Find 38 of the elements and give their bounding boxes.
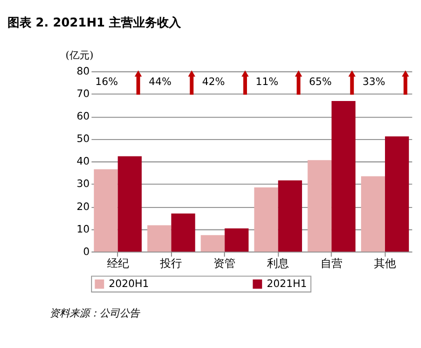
annotation: 16% bbox=[95, 76, 118, 88]
y-tick-label: 40 bbox=[76, 156, 90, 168]
y-tick-label: 10 bbox=[76, 224, 90, 236]
bar bbox=[94, 169, 118, 252]
y-tick-label: 0 bbox=[83, 246, 90, 258]
x-tick-label: 其他 bbox=[374, 256, 396, 270]
annotation: 33% bbox=[362, 76, 386, 88]
x-tick-label: 资管 bbox=[214, 256, 236, 270]
y-tick-label: 20 bbox=[76, 202, 90, 213]
annotation: 42% bbox=[202, 76, 226, 88]
bar bbox=[118, 156, 142, 252]
x-tick-label: 自营 bbox=[320, 256, 343, 270]
y-tick-label: 80 bbox=[76, 66, 90, 78]
y-tick-label: 70 bbox=[76, 89, 90, 100]
y-axis-title: (亿元) bbox=[66, 50, 94, 62]
legend-label: 2020H1 bbox=[108, 278, 149, 290]
bar bbox=[308, 160, 332, 252]
chart-title: 图表 2. 2021H1 主营业务收入 bbox=[7, 16, 182, 30]
bar bbox=[361, 176, 385, 252]
y-tick-label: 50 bbox=[76, 134, 90, 146]
bar bbox=[224, 228, 249, 252]
y-tick-label: 60 bbox=[76, 112, 90, 123]
x-tick-label: 经纪 bbox=[106, 256, 129, 270]
bar bbox=[147, 225, 172, 252]
text: 资料来源：公司公告 bbox=[49, 308, 140, 320]
bar bbox=[384, 136, 409, 252]
x-tick-label: 利息 bbox=[267, 256, 290, 270]
bar bbox=[254, 187, 278, 252]
bar bbox=[200, 235, 225, 252]
bar bbox=[278, 180, 302, 252]
y-tick-label: 30 bbox=[76, 179, 90, 190]
bar bbox=[171, 213, 196, 252]
bar bbox=[332, 101, 356, 252]
annotation: 65% bbox=[309, 76, 332, 88]
annotation: 11% bbox=[256, 76, 279, 88]
x-tick-label: 投行 bbox=[159, 256, 182, 270]
legend-label: 2021H1 bbox=[266, 278, 307, 290]
annotation: 44% bbox=[148, 76, 172, 88]
